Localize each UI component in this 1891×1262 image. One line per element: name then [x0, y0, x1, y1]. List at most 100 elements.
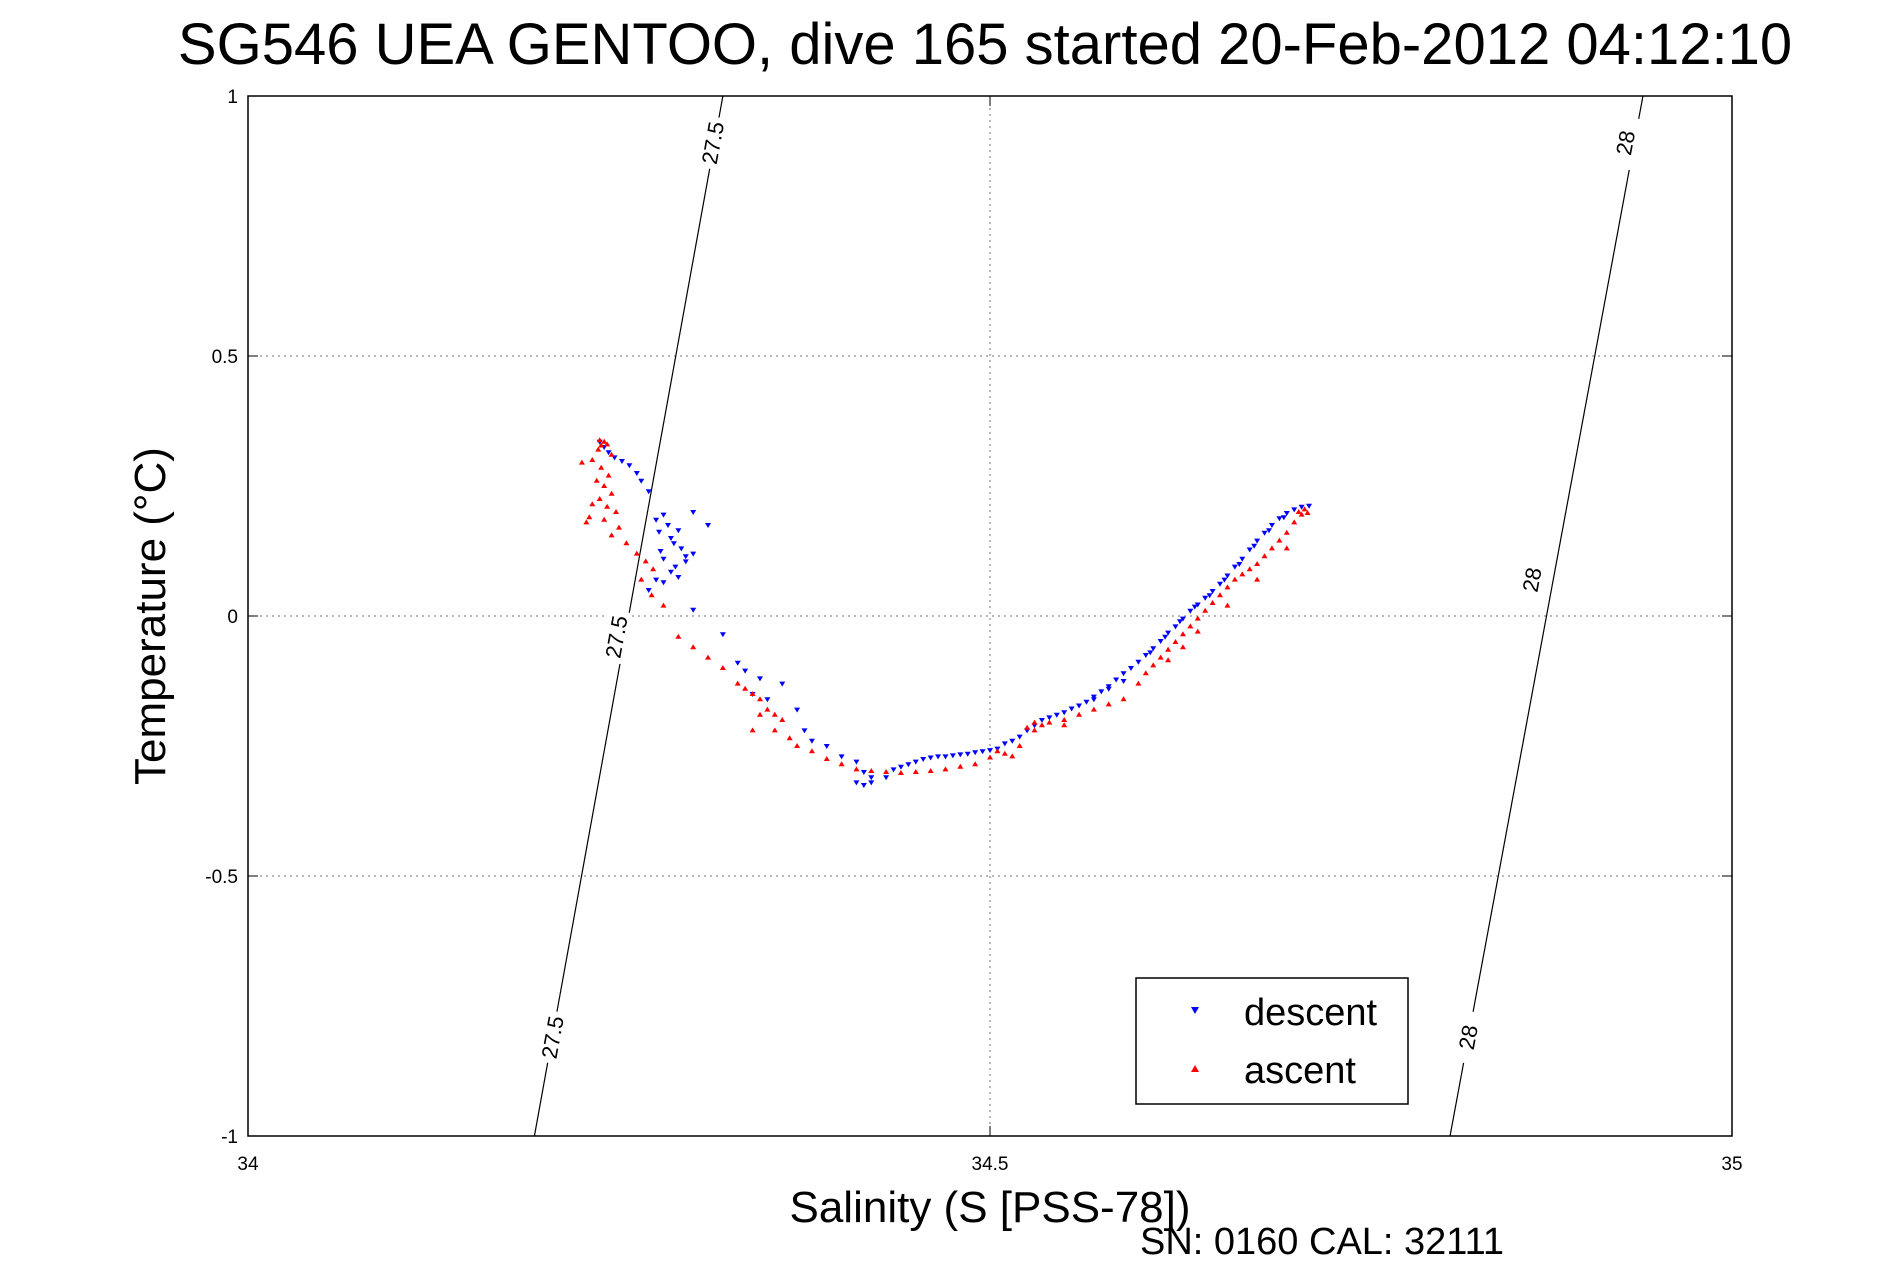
ascent-point — [1295, 509, 1302, 514]
ascent-point — [942, 766, 949, 772]
ascent-point — [598, 442, 605, 448]
descent-point — [1150, 646, 1157, 652]
isopycnal-label-gap — [599, 609, 633, 665]
descent-point — [742, 668, 749, 674]
ascent-point — [1276, 537, 1283, 543]
descent-point — [1157, 638, 1164, 644]
ascent-point — [1142, 670, 1149, 676]
descent-point — [942, 754, 949, 760]
isopycnal-line — [1449, 95, 1644, 1137]
descent-point — [633, 471, 640, 476]
ascent-point — [1254, 561, 1261, 566]
descent-point — [920, 757, 927, 762]
ascent-point — [972, 761, 979, 767]
ascent-point — [1224, 602, 1231, 608]
ascent-point — [1031, 727, 1038, 733]
legend-ascent-label: ascent — [1244, 1050, 1356, 1092]
descent-point — [682, 559, 689, 565]
descent-point — [779, 681, 786, 687]
ascent-point — [608, 532, 615, 538]
ascent-point — [675, 633, 682, 639]
y-tick-label: -0.5 — [205, 867, 238, 888]
ascent-point — [1135, 680, 1142, 686]
ascent-point — [1179, 644, 1186, 650]
descent-point — [1231, 564, 1238, 570]
descent-point — [1194, 602, 1201, 608]
descent-point — [801, 728, 808, 734]
descent-point — [1105, 684, 1112, 690]
descent-point — [690, 551, 697, 557]
ascent-point — [994, 748, 1001, 754]
descent-point — [626, 463, 633, 469]
ascent-point — [1061, 717, 1068, 722]
descent-point — [949, 753, 956, 759]
descent-point — [823, 744, 830, 749]
descent-point — [1009, 738, 1016, 744]
descent-point — [1083, 699, 1090, 705]
descent-point — [1090, 694, 1097, 700]
ascent-point — [1283, 545, 1290, 551]
ascent-point — [756, 711, 763, 717]
descent-point — [660, 556, 667, 562]
descent-point — [1298, 504, 1305, 510]
descent-point — [660, 512, 667, 518]
ascent-point — [868, 767, 875, 773]
descent-point — [1268, 523, 1275, 528]
ascent-point — [1246, 566, 1253, 572]
descent-point — [667, 536, 674, 541]
sensor-annotation: SN: 0160 CAL: 32111 — [1140, 1221, 1504, 1262]
x-tick-label: 34.5 — [972, 1154, 1009, 1175]
ascent-point — [1038, 722, 1045, 728]
isopycnal-label: 28 — [1518, 565, 1547, 594]
descent-point — [1162, 634, 1169, 640]
descent-point — [897, 764, 904, 770]
descent-point — [1061, 710, 1068, 716]
descent-point — [868, 775, 875, 781]
descent-point — [1291, 507, 1298, 513]
ascent-point — [1239, 571, 1246, 577]
ascent-point — [1202, 607, 1209, 613]
ascent-point — [1150, 662, 1157, 668]
ascent-point — [808, 748, 815, 754]
ascent-point — [638, 576, 645, 582]
ascent-point — [1001, 750, 1008, 756]
ascent-point — [897, 770, 904, 776]
ascent-point — [595, 446, 602, 452]
ascent-point — [1254, 576, 1261, 582]
descent-point — [868, 780, 875, 786]
ascent-point — [1105, 701, 1112, 707]
ascent-point — [596, 496, 603, 501]
ascent-point — [786, 735, 793, 741]
descent-point — [1176, 619, 1183, 625]
descent-point — [1076, 703, 1083, 709]
descent-point — [1098, 689, 1105, 695]
ascent-point — [838, 761, 845, 767]
legend-descent-marker — [1191, 1007, 1199, 1014]
descent-point — [657, 549, 664, 554]
ascent-point — [1217, 592, 1224, 598]
ascent-point — [987, 754, 993, 760]
ascent-point — [734, 680, 741, 686]
ascent-point — [623, 540, 630, 546]
ascent-point — [749, 691, 756, 696]
ascent-point — [1061, 722, 1068, 728]
descent-point — [705, 523, 712, 528]
descent-point — [719, 632, 726, 638]
ascent-point — [853, 766, 860, 772]
descent-point — [927, 755, 934, 761]
descent-point — [860, 770, 867, 775]
y-tick-label: 0 — [227, 607, 238, 628]
ascent-point — [1209, 600, 1216, 605]
descent-point — [645, 588, 652, 593]
ascent-point — [749, 727, 756, 733]
ascent-point — [608, 490, 615, 496]
descent-point — [1209, 589, 1216, 595]
ascent-point — [1009, 753, 1016, 759]
descent-point — [605, 450, 612, 456]
descent-point — [670, 541, 677, 547]
isopycnal-label-gap — [696, 115, 729, 171]
ascent-point — [583, 519, 590, 525]
descent-point — [1147, 650, 1154, 656]
chart-title: SG546 UEA GENTOO, dive 165 started 20-Fe… — [178, 12, 1792, 77]
